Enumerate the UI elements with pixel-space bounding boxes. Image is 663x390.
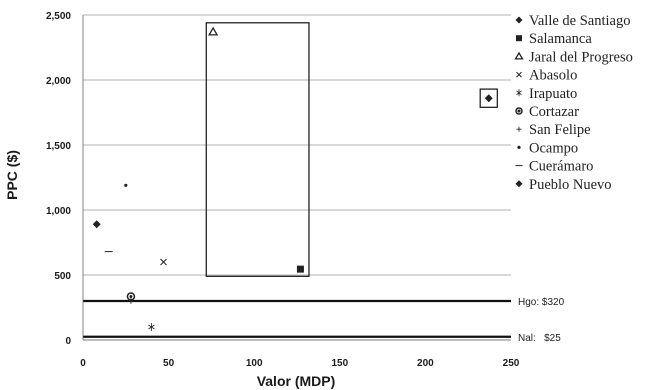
reference-line-label: Nal: $25 xyxy=(518,333,561,344)
legend-marker xyxy=(514,51,524,60)
legend-entry: Pueblo Nuevo xyxy=(529,177,612,193)
tick-labels: 0 500 1,000 1,500 2,000 2,500 0 50 100 150 200 250 xyxy=(46,11,520,369)
legend-entry: Jaral del Progreso xyxy=(529,49,633,65)
y-tick-label: 500 xyxy=(54,271,71,282)
data-points xyxy=(92,26,493,331)
y-tick-label: 1,500 xyxy=(46,141,71,152)
data-point xyxy=(484,94,493,103)
legend-entry: Ocampo xyxy=(529,140,578,156)
data-point xyxy=(207,26,219,36)
x-tick-label: 100 xyxy=(246,358,263,369)
legend-entry: Salamanca xyxy=(529,31,592,47)
data-point xyxy=(148,323,155,331)
legend-marker xyxy=(516,126,522,132)
data-point xyxy=(126,292,136,301)
legend-entry: Abasolo xyxy=(529,68,577,84)
x-tick-label: 150 xyxy=(331,358,348,369)
legend-entry: San Felipe xyxy=(529,122,591,138)
legend-marker xyxy=(515,180,523,188)
y-tick-label: 0 xyxy=(65,336,71,347)
data-point xyxy=(127,298,134,304)
legend: Valle de Santiago Salamanca Jaral del Prog… xyxy=(514,13,633,193)
highlight-box xyxy=(205,22,310,277)
reference-line-label: Hgo: $320 xyxy=(518,297,565,308)
x-tick-label: 50 xyxy=(163,358,175,369)
legend-marker xyxy=(516,71,522,78)
legend-entry: Irapuato xyxy=(529,86,577,102)
data-point xyxy=(92,220,101,229)
legend-marker xyxy=(517,145,521,149)
x-tick-label: 0 xyxy=(80,358,86,369)
legend-marker xyxy=(515,16,523,24)
y-axis-title: PPC ($) xyxy=(4,150,20,200)
legend-entry: Valle de Santiago xyxy=(529,13,630,29)
data-point xyxy=(160,258,167,266)
y-tick-label: 2,000 xyxy=(46,76,71,87)
axes xyxy=(82,15,511,341)
legend-marker xyxy=(516,35,522,42)
gridlines xyxy=(83,14,511,341)
legend-marker xyxy=(516,89,522,97)
y-tick-label: 1,000 xyxy=(46,206,71,217)
highlight-boxes xyxy=(205,22,498,277)
data-point xyxy=(124,183,128,187)
x-tick-label: 250 xyxy=(503,358,520,369)
highlight-box xyxy=(479,88,498,108)
data-point xyxy=(296,265,304,273)
x-axis-title: Valor (MDP) xyxy=(257,373,336,389)
reference-lines: Hgo: $320 Nal: $25 xyxy=(83,297,565,344)
legend-entry: Cuerámaro xyxy=(529,159,593,175)
x-tick-label: 200 xyxy=(417,358,434,369)
legend-entry: Cortazar xyxy=(529,104,579,120)
y-tick-label: 2,500 xyxy=(46,11,71,22)
legend-marker xyxy=(515,107,523,115)
